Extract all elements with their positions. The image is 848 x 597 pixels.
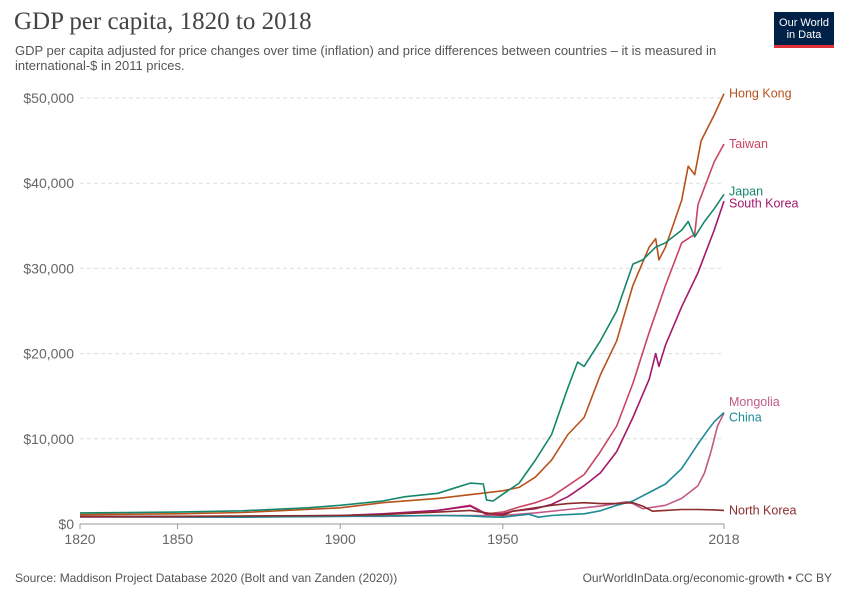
y-tick-label: $10,000 (23, 431, 74, 447)
y-tick-label: $30,000 (23, 260, 74, 276)
series-line-china (79, 411, 725, 518)
chart-subtitle: GDP per capita adjusted for price change… (15, 43, 717, 73)
series-line-taiwan (80, 143, 725, 518)
logo-line-1: Our World (779, 17, 829, 29)
x-tick-label: 1900 (325, 531, 356, 547)
series-label-china: China (729, 411, 762, 425)
series-label-south-korea: South Korea (729, 197, 799, 211)
x-tick-label: 1950 (487, 531, 518, 547)
y-tick-label: $0 (58, 516, 74, 532)
series-label-mongolia: Mongolia (729, 395, 780, 409)
owid-logo[interactable]: Our World in Data (774, 12, 834, 48)
series-label-north-korea: North Korea (729, 503, 796, 517)
series-line-south-korea (80, 200, 725, 518)
x-tick-label: 1850 (162, 531, 193, 547)
y-tick-label: $50,000 (23, 90, 74, 106)
x-tick-label: 1820 (64, 531, 95, 547)
y-tick-label: $20,000 (23, 346, 74, 362)
y-tick-label: $40,000 (23, 175, 74, 191)
series-label-japan: Japan (729, 185, 763, 199)
chart-title: GDP per capita, 1820 to 2018 (14, 8, 312, 35)
series-label-taiwan: Taiwan (729, 137, 768, 151)
x-tick-label: 2018 (708, 531, 739, 547)
series-line-japan (79, 193, 725, 514)
series-line-hong-kong (79, 93, 725, 516)
source-link[interactable]: OurWorldInData.org/economic-growth • CC … (582, 571, 832, 585)
logo-line-2: in Data (786, 29, 822, 41)
source-note: Source: Maddison Project Database 2020 (… (15, 571, 398, 585)
series-label-hong-kong: Hong Kong (729, 87, 792, 101)
series-line-north-korea (80, 501, 725, 518)
